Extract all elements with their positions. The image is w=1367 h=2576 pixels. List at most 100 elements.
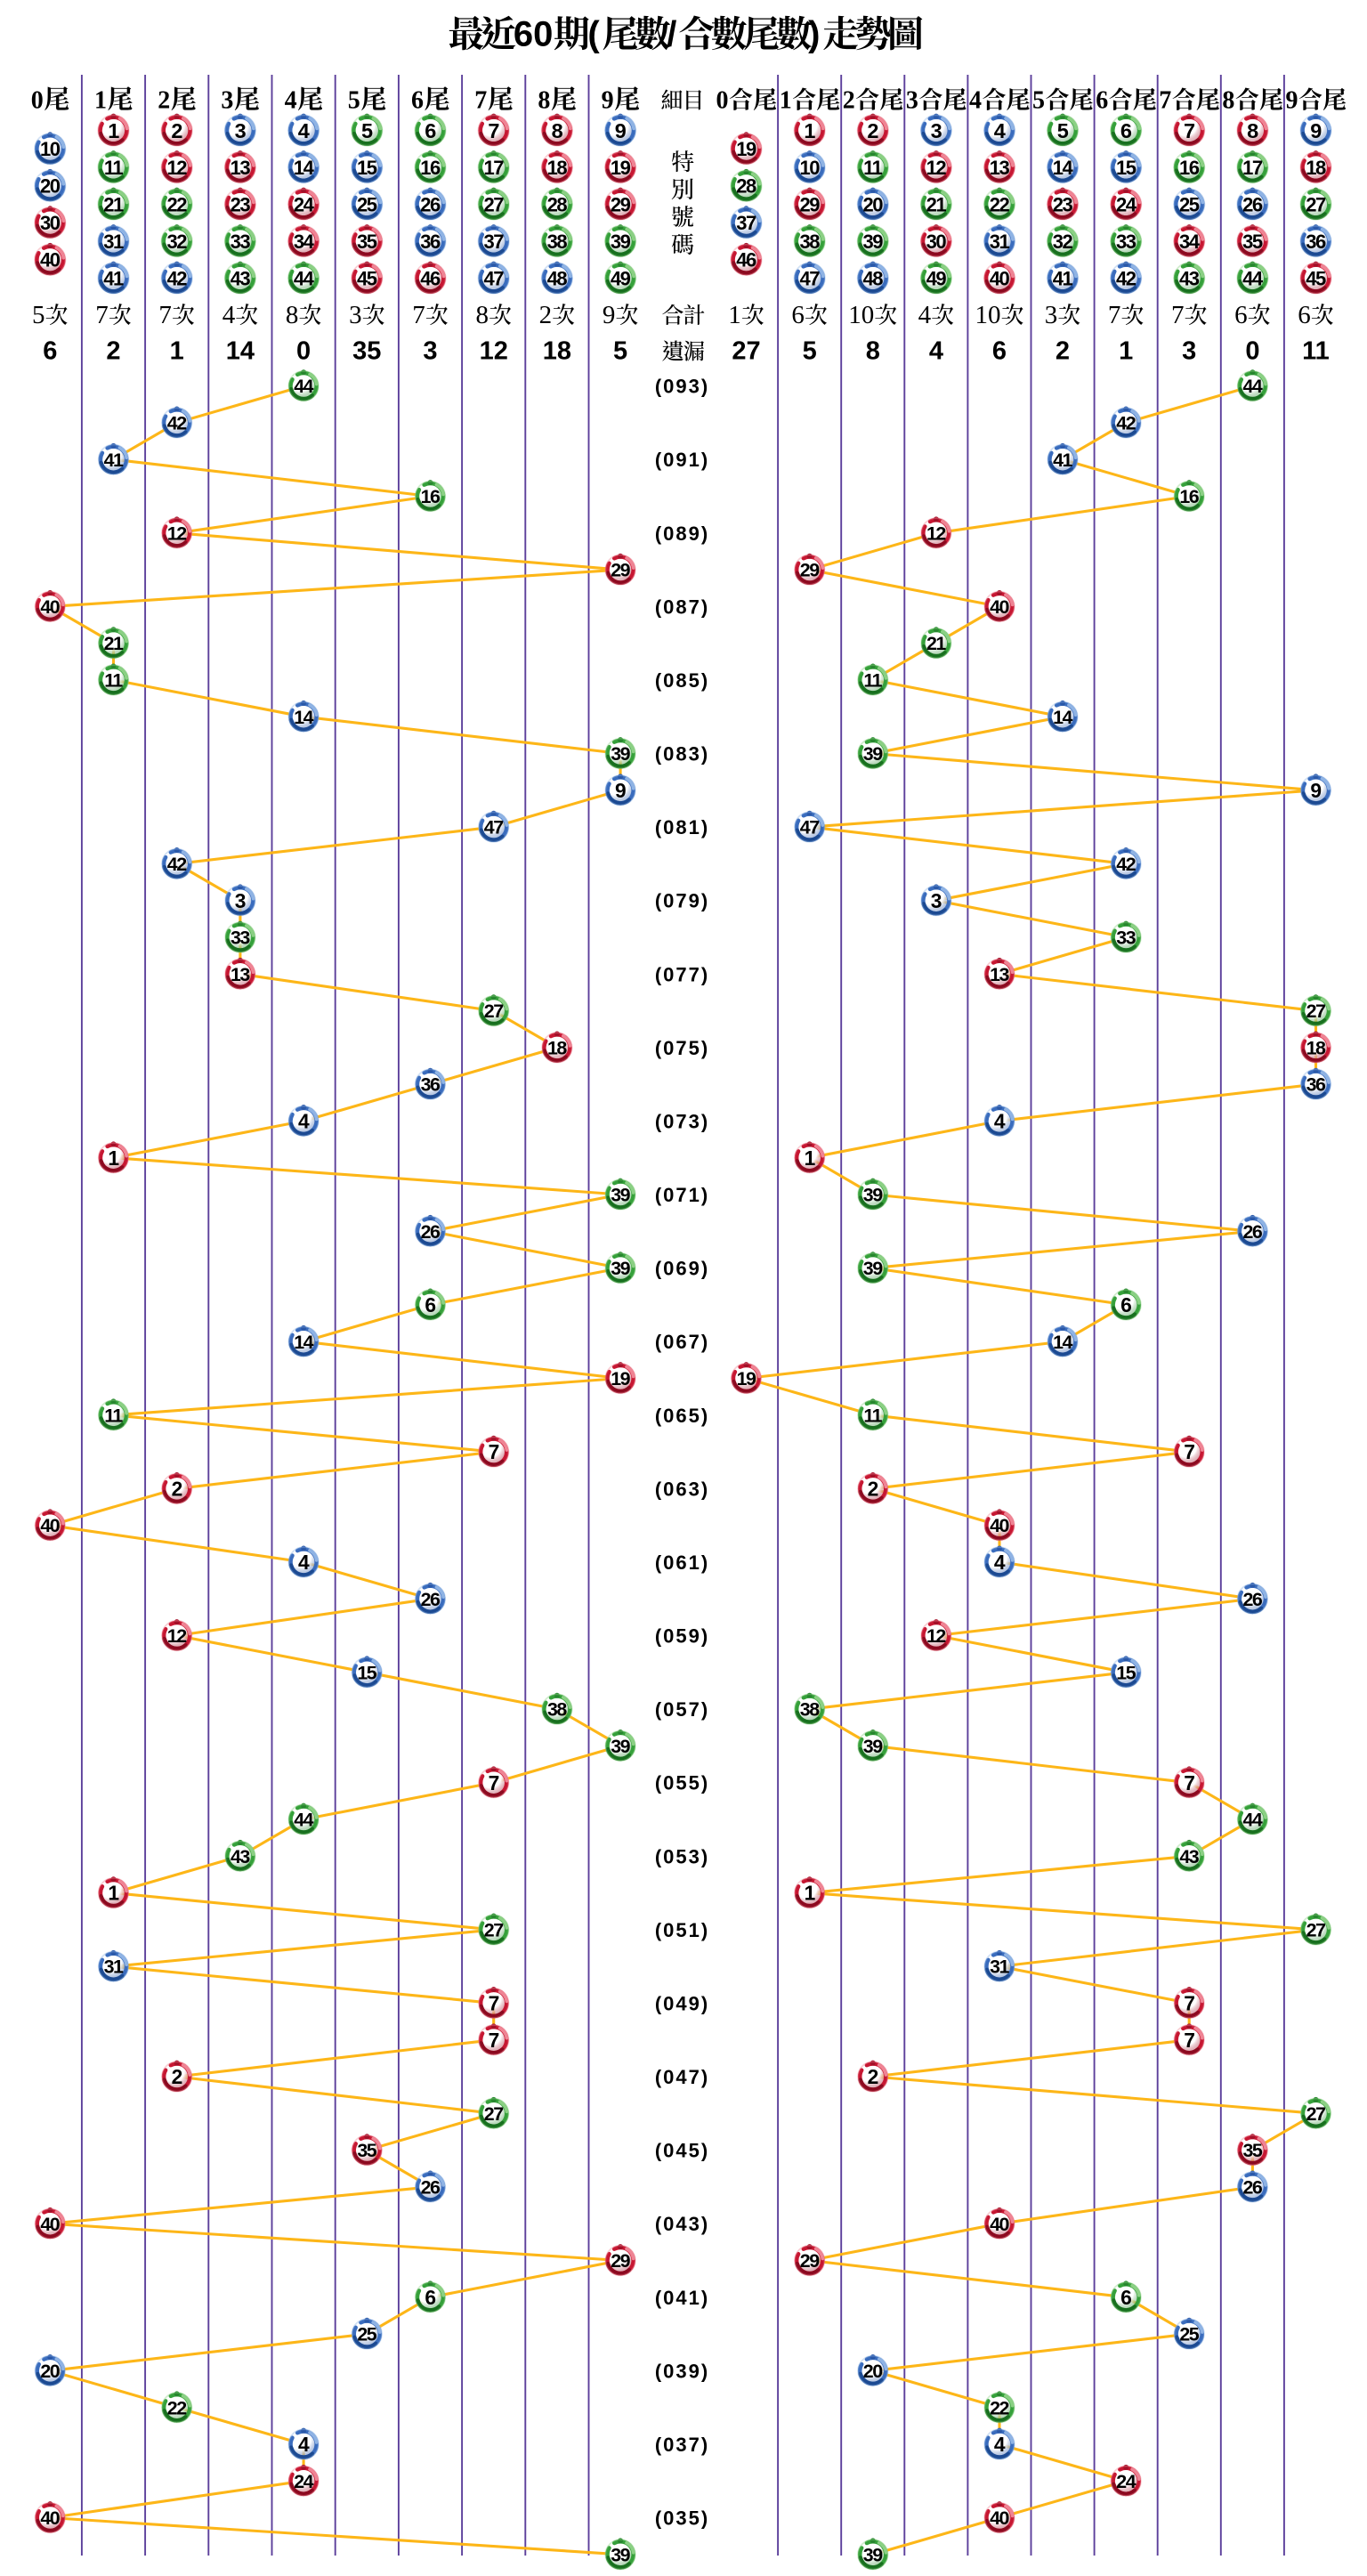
svg-text:14: 14	[1053, 707, 1072, 728]
svg-text:7: 7	[474, 87, 487, 115]
svg-text:26: 26	[420, 193, 441, 215]
svg-text:36: 36	[1306, 1074, 1326, 1096]
svg-text:3: 3	[423, 337, 437, 366]
svg-text:4: 4	[994, 2433, 1006, 2456]
svg-text:29: 29	[611, 560, 630, 581]
svg-text:6: 6	[425, 119, 436, 142]
svg-text:26: 26	[1243, 1589, 1263, 1610]
svg-text:9: 9	[615, 119, 627, 142]
svg-text:7: 7	[489, 1771, 499, 1794]
svg-text:42: 42	[167, 413, 187, 434]
svg-text:7: 7	[488, 119, 499, 142]
svg-text:44: 44	[294, 267, 315, 289]
svg-text:41: 41	[1053, 267, 1073, 289]
svg-text:25: 25	[1179, 2324, 1199, 2345]
svg-text:6: 6	[425, 1293, 435, 1316]
svg-text:38: 38	[547, 231, 568, 253]
svg-text:47: 47	[484, 817, 503, 838]
svg-text:(081): (081)	[655, 816, 709, 838]
svg-text:39: 39	[863, 1258, 883, 1279]
svg-text:7: 7	[158, 301, 172, 329]
svg-text:27: 27	[1306, 193, 1326, 215]
svg-text:1: 1	[94, 87, 107, 115]
svg-text:42: 42	[167, 854, 187, 875]
svg-text:(077): (077)	[655, 963, 709, 985]
svg-text:42: 42	[1116, 854, 1136, 875]
svg-text:(085): (085)	[655, 669, 709, 692]
svg-text:8: 8	[866, 337, 880, 366]
svg-text:(: (	[587, 15, 600, 54]
svg-text:36: 36	[420, 231, 441, 253]
svg-text:20: 20	[40, 2361, 60, 2382]
svg-text:34: 34	[1179, 231, 1201, 253]
svg-text:15: 15	[357, 1662, 376, 1683]
svg-text:27: 27	[484, 1000, 503, 1022]
svg-text:3: 3	[1182, 337, 1196, 366]
svg-text:40: 40	[40, 1515, 60, 1536]
svg-text:4: 4	[918, 301, 932, 329]
svg-text:(091): (091)	[655, 449, 709, 471]
svg-text:3: 3	[235, 889, 246, 912]
svg-text:4: 4	[298, 119, 310, 142]
svg-text:44: 44	[1243, 1810, 1263, 1831]
svg-text:40: 40	[990, 1515, 1009, 1536]
svg-text:24: 24	[1116, 193, 1137, 215]
svg-text:4: 4	[298, 1110, 310, 1133]
svg-text:(067): (067)	[655, 1331, 709, 1353]
svg-text:16: 16	[1179, 157, 1200, 179]
svg-text:2: 2	[868, 1478, 878, 1501]
svg-text:7: 7	[1171, 301, 1185, 329]
svg-text:8: 8	[286, 301, 299, 329]
svg-text:27: 27	[1306, 2103, 1325, 2125]
svg-text:14: 14	[294, 1332, 313, 1353]
svg-text:39: 39	[611, 231, 631, 253]
svg-text:5: 5	[32, 301, 45, 329]
svg-text:(047): (047)	[655, 2066, 709, 2088]
svg-text:40: 40	[40, 596, 60, 618]
svg-text:44: 44	[1242, 267, 1264, 289]
svg-text:27: 27	[732, 337, 760, 366]
svg-text:(041): (041)	[655, 2287, 709, 2309]
svg-text:0: 0	[716, 87, 729, 115]
svg-text:8: 8	[1222, 87, 1234, 115]
svg-text:27: 27	[484, 1920, 503, 1941]
svg-text:7: 7	[1184, 1440, 1194, 1463]
svg-text:44: 44	[1243, 376, 1263, 397]
svg-text:26: 26	[421, 1221, 441, 1243]
svg-text:(093): (093)	[655, 376, 709, 398]
svg-text:7: 7	[1184, 1992, 1194, 2015]
svg-text:38: 38	[800, 1699, 820, 1721]
svg-text:(043): (043)	[655, 2213, 709, 2235]
svg-text:12: 12	[167, 522, 187, 544]
svg-text:41: 41	[104, 450, 124, 471]
svg-text:26: 26	[1242, 193, 1263, 215]
svg-text:45: 45	[357, 267, 377, 289]
svg-text:8: 8	[538, 87, 550, 115]
svg-text:25: 25	[357, 2324, 376, 2345]
svg-text:6: 6	[1298, 301, 1311, 329]
svg-text:47: 47	[483, 267, 504, 289]
svg-text:5: 5	[1057, 119, 1069, 142]
svg-text:2: 2	[539, 301, 553, 329]
svg-text:(063): (063)	[655, 1478, 709, 1500]
svg-text:4: 4	[298, 2433, 310, 2456]
svg-text:(035): (035)	[655, 2507, 709, 2530]
svg-text:30: 30	[40, 212, 61, 234]
svg-text:39: 39	[863, 743, 883, 765]
svg-text:19: 19	[611, 157, 631, 179]
svg-text:6: 6	[43, 337, 57, 366]
svg-text:4: 4	[222, 301, 236, 329]
svg-text:22: 22	[167, 2397, 187, 2418]
svg-text:29: 29	[800, 2250, 820, 2272]
svg-text:26: 26	[421, 1589, 441, 1610]
svg-text:27: 27	[1306, 1920, 1325, 1941]
svg-text:8: 8	[552, 119, 563, 142]
svg-text:44: 44	[294, 1810, 313, 1831]
svg-text:0: 0	[296, 337, 311, 366]
svg-text:0: 0	[31, 87, 44, 115]
svg-text:7: 7	[1108, 301, 1121, 329]
svg-text:45: 45	[1306, 267, 1326, 289]
svg-text:44: 44	[294, 376, 313, 397]
svg-text:4: 4	[929, 337, 943, 366]
svg-text:): )	[808, 15, 820, 54]
